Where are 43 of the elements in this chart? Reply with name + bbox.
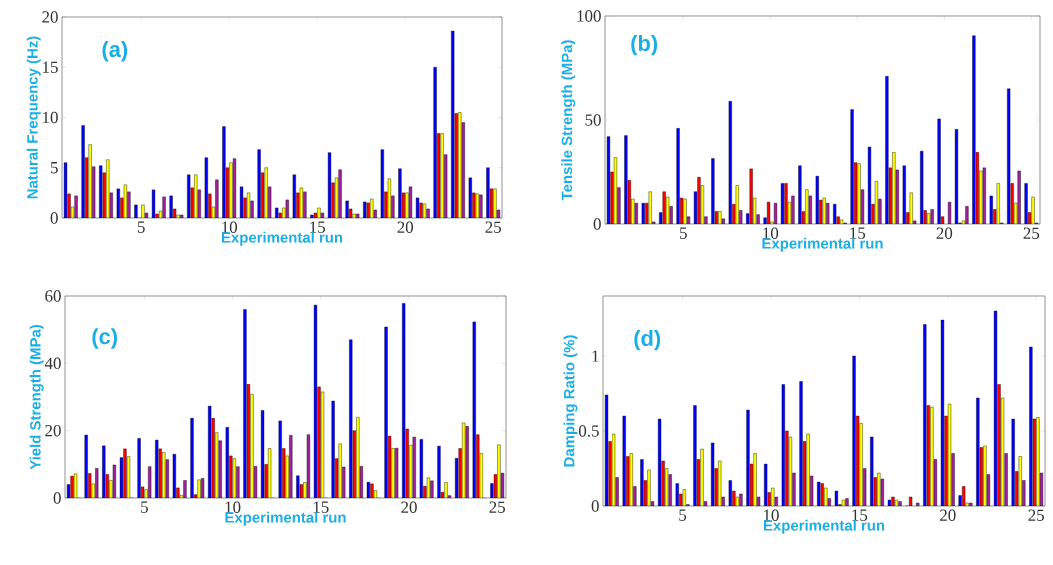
x-tick-label: 10 xyxy=(222,221,238,233)
x-tick-label: 20 xyxy=(397,221,414,233)
y-tick-label: 10 xyxy=(43,111,58,124)
x-tick-label: 5 xyxy=(680,227,687,239)
y-axis-title: Tensile Strength (MPa) xyxy=(561,40,576,201)
annotation: (c) xyxy=(92,328,117,349)
x-tick-label: 20 xyxy=(936,227,953,239)
y-tick-label: 1 xyxy=(592,350,599,362)
y-tick-label: 50 xyxy=(585,114,601,126)
x-tick-label: 25 xyxy=(485,221,502,233)
y-tick-label: 20 xyxy=(45,424,61,437)
y-tick-label: 100 xyxy=(577,10,601,22)
y-tick-label: 20 xyxy=(42,11,58,23)
x-tick-label: 15 xyxy=(850,227,866,239)
x-tick-label: 5 xyxy=(141,501,148,513)
y-tick-label: 0 xyxy=(593,218,601,230)
x-tick-label: 20 xyxy=(940,509,956,521)
y-tick-label: 40 xyxy=(44,357,61,370)
y-tick-label: 15 xyxy=(43,61,58,73)
y-tick-label: 60 xyxy=(45,290,61,302)
x-tick-label: 25 xyxy=(1023,227,1040,239)
x-tick-label: 15 xyxy=(852,509,868,521)
y-axis-title: Damping Ratio (%) xyxy=(563,335,578,467)
annotation: (a) xyxy=(102,40,128,62)
x-tick-label: 5 xyxy=(679,509,687,521)
y-tick-label: 0 xyxy=(53,492,61,504)
x-tick-label: 15 xyxy=(313,501,329,513)
y-axis-title: Yield Strength (MPa) xyxy=(29,324,44,470)
y-tick-label: 5 xyxy=(51,162,58,174)
y-tick-label: 0.5 xyxy=(578,425,599,437)
x-tick-label: 10 xyxy=(763,227,779,239)
annotation: (b) xyxy=(631,34,658,56)
x-tick-label: 25 xyxy=(1028,509,1044,521)
y-tick-label: 0 xyxy=(591,500,599,512)
y-tick-label: 0 xyxy=(50,212,58,224)
x-tick-label: 20 xyxy=(401,501,417,513)
x-tick-label: 10 xyxy=(763,509,779,521)
x-tick-label: 15 xyxy=(310,221,326,233)
y-axis-title: Natural Frequency (Hz) xyxy=(26,36,41,199)
x-tick-label: 25 xyxy=(489,501,505,513)
x-tick-label: 10 xyxy=(225,501,241,513)
x-tick-label: 5 xyxy=(137,221,145,233)
annotation: (d) xyxy=(634,329,661,351)
